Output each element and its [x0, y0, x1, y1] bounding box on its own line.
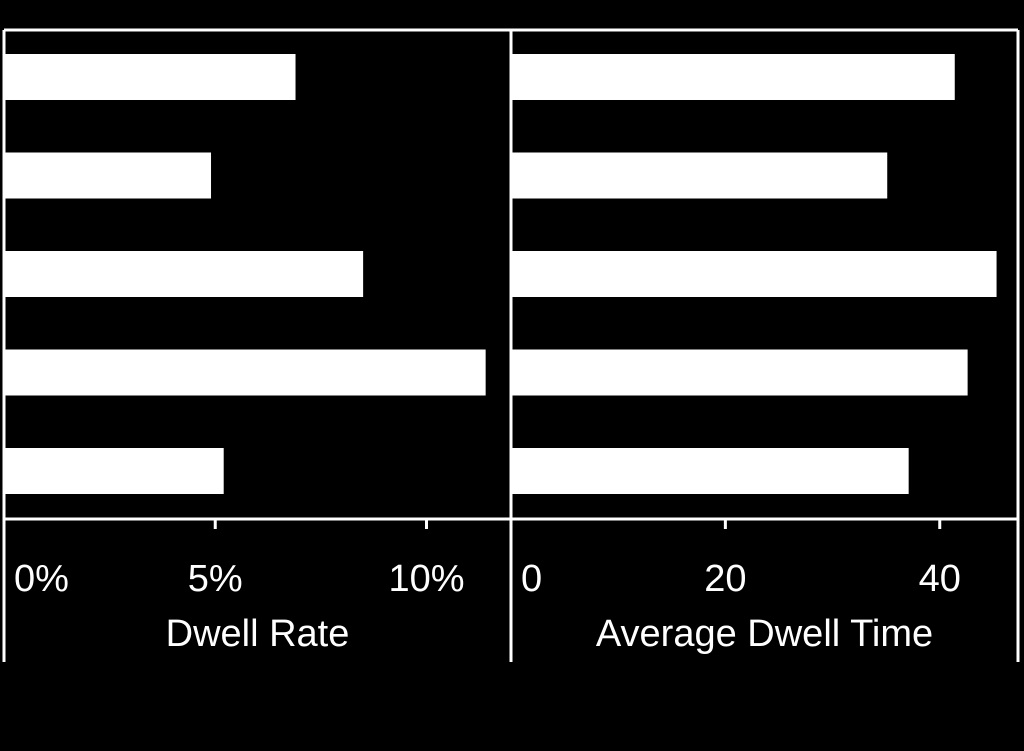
- dwell-rate-axis-title: Dwell Rate: [166, 613, 350, 655]
- average-dwell-time-bar-5: [511, 448, 909, 494]
- average-dwell-time-bar-4: [511, 349, 968, 396]
- average-dwell-time-axis-title: Average Dwell Time: [596, 613, 933, 655]
- dwell-rate-tick-label-2: 5%: [188, 558, 243, 600]
- dwell-rate-bar-3: [4, 251, 364, 297]
- average-dwell-time-tick-label-2: 20: [704, 558, 746, 600]
- dwell-rate-bar-2: [4, 152, 212, 199]
- dwell-rate-bar-1: [4, 54, 296, 100]
- dwell-rate-bar-5: [4, 448, 224, 494]
- dwell-rate-tick-label-3: 10%: [388, 558, 464, 600]
- average-dwell-time-bar-1: [511, 54, 955, 100]
- dwell-rate-panel: 0% 5% 10% Dwell Rate: [2, 28, 511, 662]
- average-dwell-time-tick-label-1: 0: [521, 558, 542, 600]
- average-dwell-time-bar-3: [511, 251, 997, 297]
- dwell-rate-tick-label-1: 0%: [14, 558, 69, 600]
- average-dwell-time-bar-2: [511, 152, 888, 199]
- average-dwell-time-panel: 0 20 40 Average Dwell Time: [509, 28, 1020, 662]
- dwell-rate-bar-4: [4, 349, 486, 396]
- average-dwell-time-tick-label-3: 40: [919, 558, 961, 600]
